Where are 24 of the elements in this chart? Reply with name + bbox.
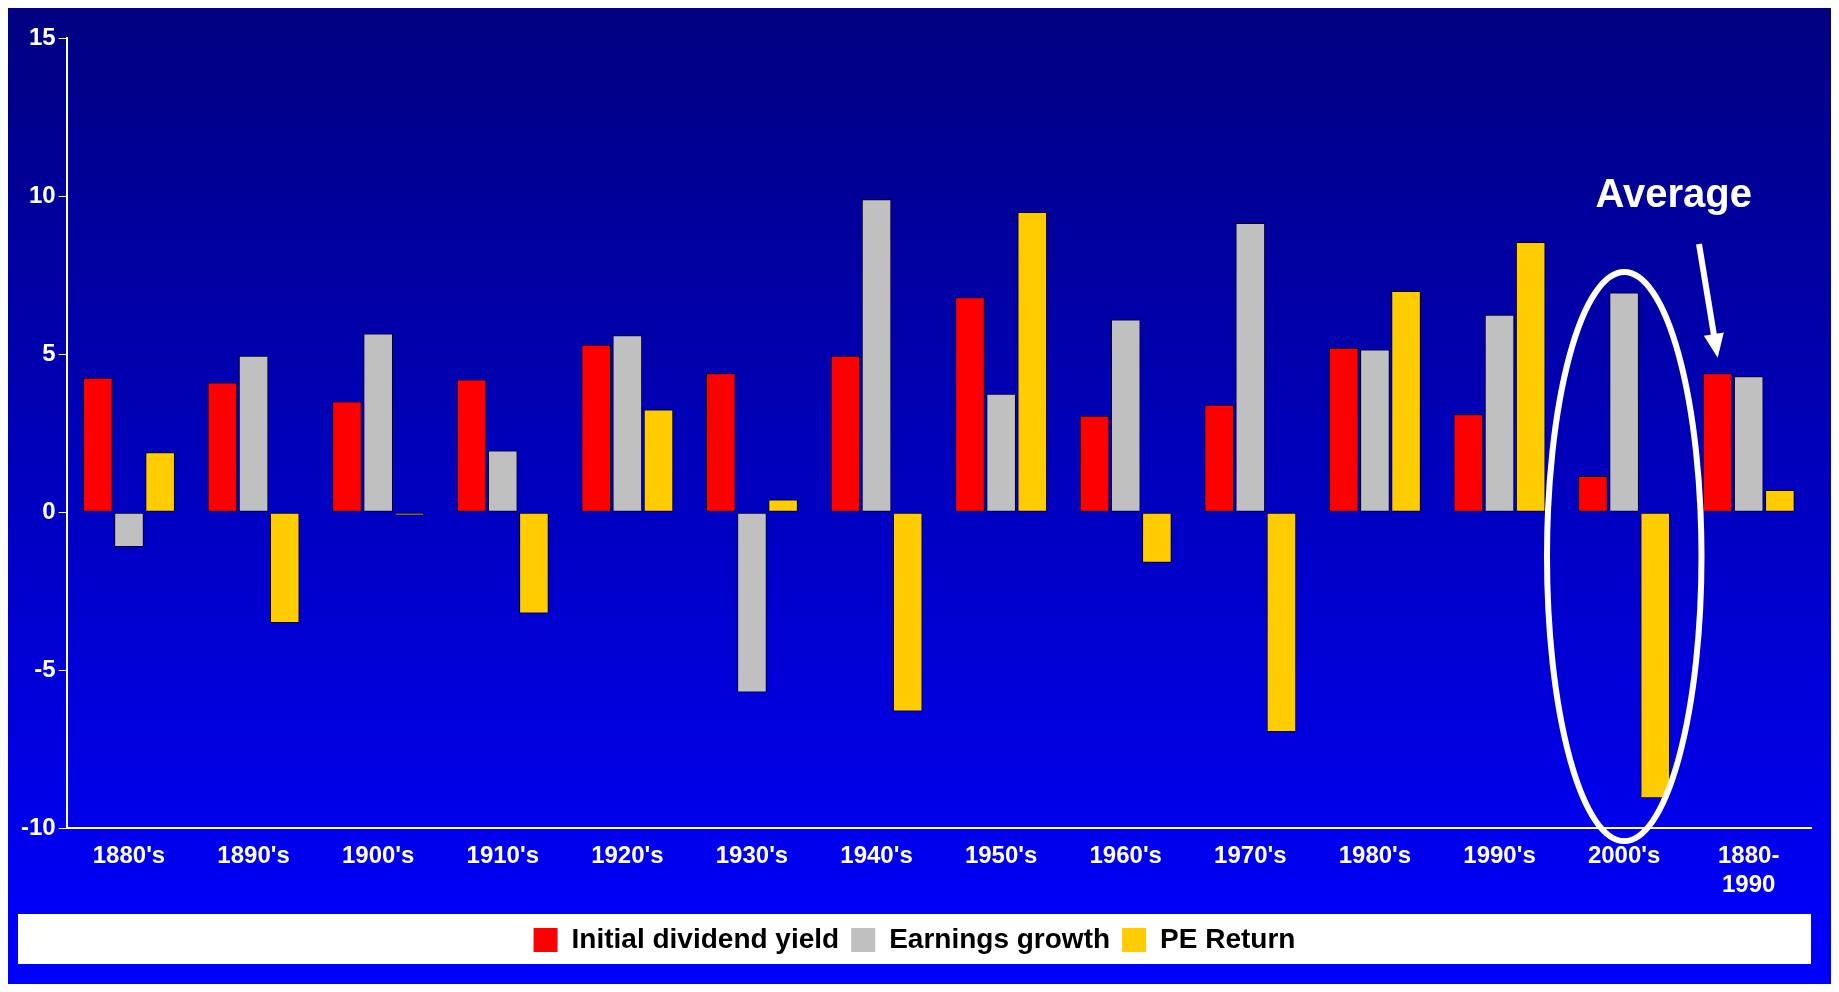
- legend-label: Initial dividend yield: [571, 922, 840, 954]
- x-tick-label: 1950's: [964, 841, 1038, 869]
- y-tick-label: 10: [28, 180, 56, 208]
- y-tick-label: 0: [42, 496, 56, 524]
- y-tick-label: -5: [34, 654, 56, 682]
- y-tick-label: 5: [42, 338, 56, 366]
- x-tick-label: 1880-1990: [1718, 841, 1780, 898]
- x-tick-label: 1980's: [1338, 841, 1412, 869]
- x-tick-label: 1990's: [1463, 841, 1536, 869]
- x-tick-label: 1890's: [217, 841, 290, 869]
- x-tick-label: 1930's: [715, 841, 789, 869]
- x-tick-label: 1940's: [840, 841, 913, 869]
- legend-label: PE Return: [1160, 922, 1296, 954]
- x-tick-label: 1970's: [1214, 841, 1287, 869]
- x-tick-label: 1880's: [92, 841, 166, 869]
- y-tick-label: -10: [21, 813, 56, 841]
- x-tick-label: 1960's: [1089, 841, 1162, 869]
- x-tick-label: 1920's: [591, 841, 664, 869]
- legend-label: Earnings growth: [889, 922, 1111, 954]
- x-tick-label: 2000's: [1587, 841, 1661, 869]
- x-tick-label: 1910's: [466, 841, 539, 869]
- annotation: Average: [1595, 171, 1752, 216]
- y-tick-label: 15: [28, 22, 56, 50]
- x-tick-label: 1900's: [341, 841, 415, 869]
